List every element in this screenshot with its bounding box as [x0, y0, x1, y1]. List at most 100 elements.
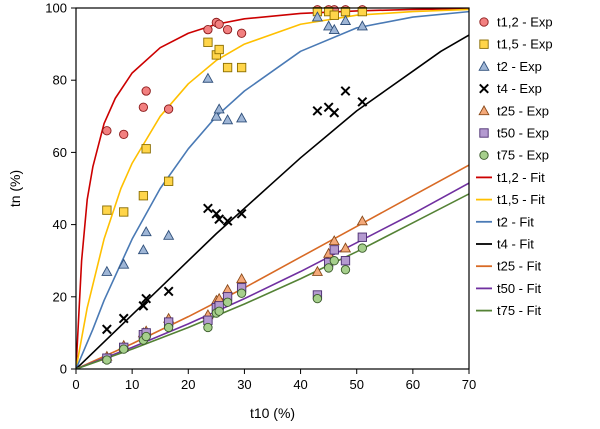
fit-line-4 [76, 164, 469, 369]
series-2-points [101, 11, 368, 276]
data-point [163, 229, 175, 240]
legend-marker [479, 150, 489, 160]
data-point [214, 19, 224, 29]
legend-marker [478, 105, 490, 116]
legend-item-1: t1,5 - Exp [479, 37, 553, 52]
data-point [340, 256, 351, 266]
data-point [357, 96, 368, 107]
x-tick-label: 20 [181, 377, 195, 392]
data-point [340, 265, 351, 275]
data-point [236, 28, 247, 38]
series-1-points [102, 6, 367, 217]
data-point [138, 300, 149, 311]
legend-label: t50 - Exp [497, 126, 549, 141]
data-point [329, 245, 339, 255]
data-point [163, 286, 174, 297]
fit-line-3 [76, 34, 469, 369]
data-point [357, 243, 367, 253]
legend-item-4: t25 - Exp [478, 103, 549, 118]
legend-item-fit-5: t50 - Fit [476, 281, 541, 296]
y-tick-label: 80 [53, 73, 67, 88]
y-tick-label: 20 [53, 289, 67, 304]
legend-item-5: t50 - Exp [479, 126, 549, 141]
legend-item-fit-6: t75 - Fit [476, 303, 541, 318]
legend-label: t1,5 - Exp [497, 37, 553, 52]
legend-label: t25 - Exp [497, 103, 549, 118]
data-point [203, 322, 213, 333]
data-point [236, 272, 248, 284]
data-point [140, 226, 152, 237]
data-point [329, 107, 340, 118]
y-tick-label: 40 [53, 217, 67, 232]
data-point [340, 6, 351, 17]
legend-marker [479, 39, 489, 49]
data-point [118, 313, 129, 324]
data-point [102, 355, 112, 365]
y-tick-label: 60 [53, 145, 67, 160]
data-point [328, 23, 340, 34]
x-tick-label: 50 [349, 377, 363, 392]
legend-item-fit-1: t1,5 - Fit [476, 192, 545, 207]
x-axis-label: t10 (%) [250, 405, 295, 421]
data-point [118, 258, 130, 269]
legend-marker [479, 128, 489, 138]
fit-line-5 [76, 182, 469, 369]
legend-label: t2 - Exp [497, 59, 542, 74]
data-point [163, 104, 174, 114]
data-point [323, 20, 335, 31]
legend-label: t1,2 - Exp [497, 15, 553, 30]
data-point [236, 288, 247, 298]
data-point [222, 297, 233, 307]
data-point [312, 293, 323, 304]
data-point [141, 144, 151, 154]
legend-label: t1,2 - Fit [497, 170, 545, 185]
legend-item-2: t2 - Exp [478, 59, 542, 74]
fit-lines [76, 8, 469, 369]
data-point [202, 72, 214, 83]
data-point [328, 235, 340, 246]
data-point [141, 293, 152, 304]
data-point [357, 232, 367, 242]
x-tick-label: 0 [72, 377, 79, 392]
data-point [141, 331, 151, 342]
legend-label: t50 - Fit [497, 281, 541, 296]
y-axis-ticks: 0 20 40 60 80 100 [45, 1, 76, 377]
series-6-points [102, 243, 367, 365]
data-point [141, 86, 151, 96]
data-point [312, 105, 323, 116]
data-point [311, 265, 324, 276]
plot-frame [75, 7, 470, 370]
data-point [236, 112, 248, 123]
data-point [236, 208, 247, 219]
data-point [356, 20, 368, 31]
data-point [138, 102, 149, 112]
data-point [222, 62, 233, 73]
data-point [137, 244, 149, 255]
data-point [203, 37, 213, 47]
data-point [101, 324, 112, 335]
legend-marker [479, 17, 489, 27]
legend-item-0: t1,2 - Exp [479, 15, 553, 30]
legend-item-fit-2: t2 - Fit [476, 214, 534, 229]
series-3-points [101, 86, 368, 335]
data-point [357, 6, 367, 17]
data-point [323, 263, 334, 273]
fit-line-2 [76, 10, 469, 369]
data-point [339, 14, 352, 25]
y-axis-label: tn (%) [7, 170, 23, 207]
legend-label: t4 - Exp [497, 81, 542, 96]
x-tick-label: 70 [462, 377, 476, 392]
x-tick-label: 40 [293, 377, 307, 392]
data-point [311, 11, 324, 22]
data-point [221, 283, 234, 294]
data-point [329, 10, 339, 20]
data-point [236, 62, 247, 73]
fit-line-6 [76, 193, 469, 369]
data-point [340, 86, 351, 96]
data-point [119, 129, 129, 140]
data-point [222, 25, 233, 35]
data-point [213, 103, 225, 114]
data-point [102, 205, 112, 215]
data-point [210, 110, 222, 121]
